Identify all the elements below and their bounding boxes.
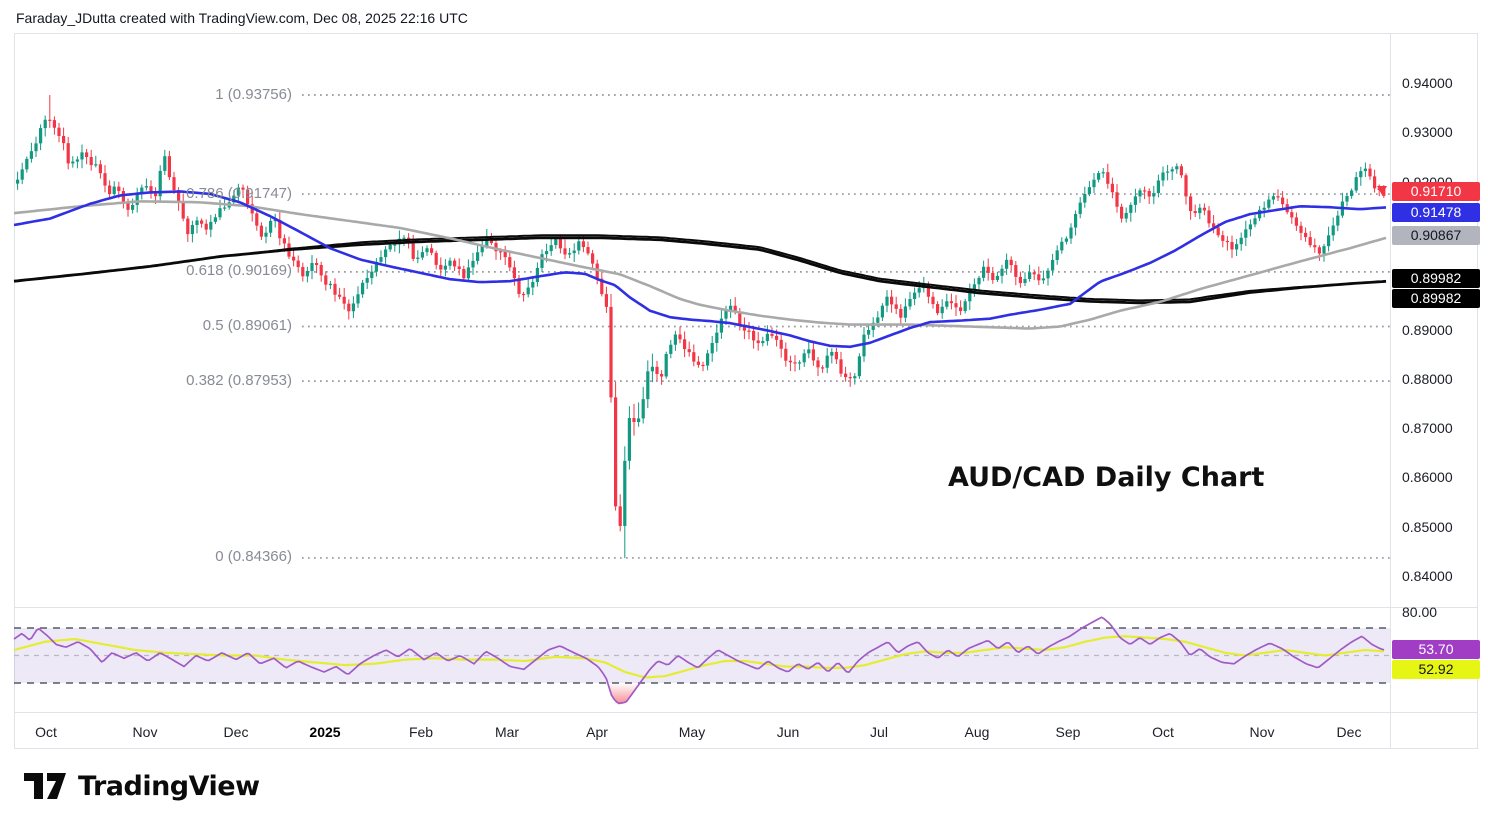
price-axis-label: 0.85000 — [1402, 518, 1453, 535]
price-axis-label: 0.89000 — [1402, 321, 1453, 338]
ma-gray-line[interactable] — [13, 200, 1387, 330]
rsi-oversold-fill — [608, 683, 638, 704]
price-badge: 0.90867 — [1392, 225, 1480, 245]
fib-level-label: 0.382 (0.87953) — [186, 371, 292, 389]
price-badge: 0.91710 — [1392, 181, 1480, 201]
chart-watermark: AUD/CAD Daily Chart — [948, 462, 1265, 493]
fib-level-label: 0 (0.84366) — [215, 548, 292, 566]
ma-blue-line[interactable] — [13, 190, 1387, 349]
time-axis-label: Mar — [494, 724, 520, 740]
tradingview-logo[interactable]: TradingView — [22, 766, 260, 806]
fib-retracement-lines[interactable] — [302, 94, 1390, 559]
price-axis-label: 0.93000 — [1402, 124, 1453, 141]
fib-level-label: 1 (0.93756) — [215, 85, 292, 103]
tradingview-logo-text: TradingView — [78, 770, 260, 802]
price-badge: 0.89982 — [1392, 288, 1480, 308]
time-axis-label: Oct — [1152, 724, 1174, 740]
price-axis-label: 0.88000 — [1402, 370, 1453, 387]
time-axis-label: Sep — [1055, 724, 1081, 740]
time-axis-label: Dec — [1336, 724, 1362, 740]
time-axis-label: Apr — [586, 724, 608, 740]
price-badge: 53.70 — [1392, 639, 1480, 659]
time-axis-label: 2025 — [309, 724, 341, 740]
tradingview-logo-icon — [24, 773, 66, 799]
time-axis-label: Feb — [408, 724, 434, 740]
price-axis-label: 0.94000 — [1402, 75, 1453, 91]
rsi-axis-label: 80.00 — [1402, 604, 1438, 620]
price-badge: 0.91478 — [1392, 202, 1480, 222]
time-axis-label: Aug — [964, 724, 990, 740]
price-axis-label: 0.87000 — [1402, 420, 1453, 437]
fib-level-label: 0.618 (0.90169) — [186, 262, 292, 280]
time-axis-label: Dec — [223, 724, 249, 740]
time-axis-label: Nov — [132, 724, 158, 740]
price-badge: 0.89982 — [1392, 268, 1480, 288]
price-axis-label: 0.86000 — [1402, 469, 1453, 486]
time-axis-label: Jun — [776, 724, 800, 740]
price-badge: 52.92 — [1392, 659, 1480, 679]
rsi-line[interactable] — [13, 616, 1385, 705]
last-price-arrow-icon — [1377, 186, 1387, 195]
price-axis-label: 0.84000 — [1402, 568, 1453, 584]
time-axis-label: May — [678, 724, 706, 740]
credit-text: Faraday_JDutta created with TradingView.… — [16, 10, 468, 26]
fib-level-label: 0.786 (0.91747) — [186, 184, 292, 202]
time-axis-label: Oct — [35, 724, 57, 740]
time-axis-label: Jul — [870, 724, 888, 740]
time-axis-label: Nov — [1249, 724, 1275, 740]
fib-level-label: 0.5 (0.89061) — [202, 316, 292, 334]
